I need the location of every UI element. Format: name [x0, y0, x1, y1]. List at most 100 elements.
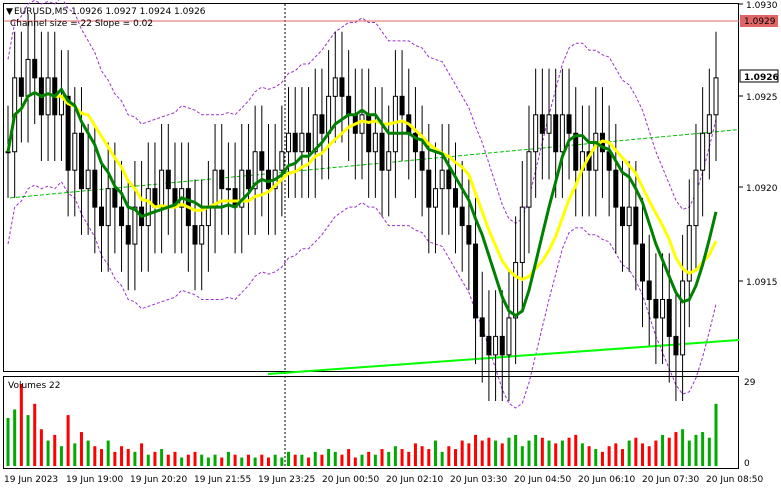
candle-body [613, 169, 619, 208]
time-label-12: 20 Jun 08:50 [706, 475, 763, 485]
volume-bar [574, 434, 578, 466]
volume-bar [460, 440, 464, 466]
candle-body [332, 77, 338, 97]
candle-body [145, 188, 151, 227]
volume-bar [66, 415, 70, 466]
volume-bar [527, 440, 531, 466]
volume-bar [79, 432, 83, 466]
candle-body [312, 114, 318, 153]
candle-body [259, 151, 265, 171]
volume-bar [320, 454, 324, 466]
candle-body [92, 169, 98, 208]
time-label-7: 20 Jun 02:10 [386, 475, 443, 485]
volume-bar [253, 457, 257, 466]
volume-bar [654, 440, 658, 466]
volume-bar [360, 454, 364, 466]
volume-bar [333, 451, 337, 466]
candle-body [700, 132, 706, 171]
volume-bar [440, 451, 444, 466]
candle-body [346, 95, 352, 116]
volume-bar [620, 449, 624, 466]
volume-max-label: 29 [744, 378, 756, 388]
candle-body [686, 225, 692, 282]
volume-bar [46, 440, 50, 466]
candle-body [439, 169, 445, 190]
slow-ma-line [6, 86, 718, 318]
channel-upper-line [7, 0, 717, 224]
candle-body [339, 77, 345, 97]
time-label-2: 19 Jun 19:00 [66, 475, 123, 485]
candle-body [619, 206, 625, 227]
candle-body [286, 132, 292, 153]
volume-bar [220, 457, 224, 466]
candle-body [32, 58, 38, 79]
volume-bar [614, 443, 618, 466]
candle-body [85, 169, 91, 190]
candle-body [212, 169, 218, 208]
volume-bar [266, 457, 270, 466]
candle-body [265, 169, 271, 190]
volume-bar [420, 446, 424, 466]
volume-bar [667, 437, 671, 466]
candle-body [513, 262, 519, 319]
volume-bar [186, 454, 190, 466]
candle-body [479, 317, 485, 337]
volume-bar [193, 451, 197, 466]
candle-body [453, 188, 459, 208]
candle-body [593, 132, 599, 171]
volume-bar [367, 451, 371, 466]
volume-bar [487, 437, 491, 466]
volume-bar [106, 440, 110, 466]
volume-bar [39, 429, 43, 466]
volume-bar [554, 443, 558, 466]
candle-body [132, 206, 138, 245]
candle-body [506, 317, 512, 356]
volume-bar [133, 451, 137, 466]
candle-body [72, 132, 78, 171]
time-label-11: 20 Jun 07:30 [642, 475, 699, 485]
time-label-1: 19 Jun 2023 [4, 475, 58, 485]
volume-bar [327, 449, 331, 466]
price-panel[interactable] [3, 3, 739, 372]
volume-bar [120, 446, 124, 466]
symbol-info: EURUSD,M5 1.0926 1.0927 1.0924 1.0926 [14, 7, 206, 17]
candle-body [432, 188, 438, 208]
volume-bar [353, 457, 357, 466]
volume-bar [153, 451, 157, 466]
volume-bar [427, 449, 431, 466]
candle-body [533, 114, 539, 153]
volume-bar [287, 451, 291, 466]
time-label-5: 19 Jun 23:25 [258, 475, 315, 485]
candle-body [199, 225, 205, 245]
level-price-label: 1.0929 [744, 17, 776, 27]
candle-body [319, 114, 325, 134]
candle-body [680, 280, 686, 356]
volume-bar [233, 454, 237, 466]
candle-body [359, 114, 365, 134]
volume-bar [534, 434, 538, 466]
volume-bar [380, 449, 384, 466]
volume-bar [674, 432, 678, 466]
candle-body [539, 114, 545, 134]
volume-bar [113, 451, 117, 466]
volume-bar [514, 434, 518, 466]
candle-body [45, 77, 51, 116]
volume-bars-layer [6, 384, 718, 466]
header-arrow-icon: ▼ [6, 7, 13, 17]
volume-min-label: 0 [744, 459, 750, 469]
volume-bar [393, 446, 397, 466]
candle-body [673, 335, 679, 356]
price-tick-1: 1.0930 [746, 1, 778, 11]
candle-body [646, 280, 652, 300]
candle-body [466, 225, 472, 245]
candle-body [626, 206, 632, 227]
candle-body [493, 335, 499, 356]
time-label-3: 19 Jun 20:20 [130, 475, 187, 485]
candle-body [473, 243, 479, 319]
volume-bar [6, 417, 10, 466]
volume-bar [33, 403, 37, 466]
candle-body [653, 298, 659, 319]
volume-bar [180, 457, 184, 466]
candle-body [119, 206, 125, 227]
